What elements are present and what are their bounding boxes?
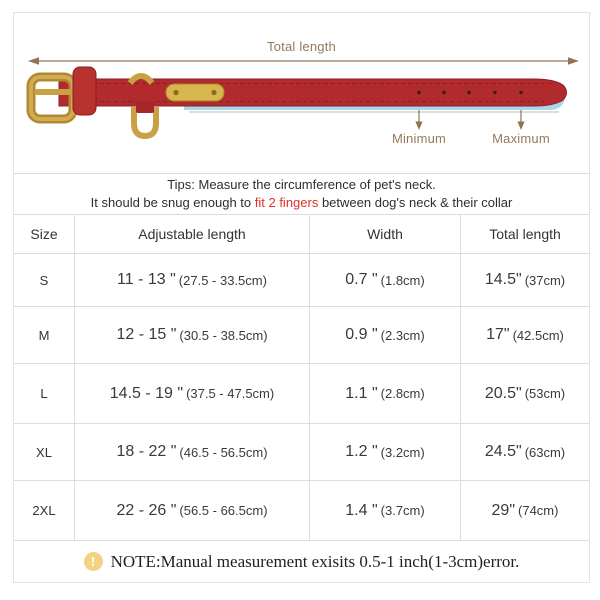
table-header-row: Size Adjustable length Width Total lengt… bbox=[14, 214, 589, 253]
header-total-length: Total length bbox=[460, 215, 589, 253]
total-cell: 29" (74cm) bbox=[460, 481, 589, 540]
adjustable-cell: 11 - 13 " (27.5 - 33.5cm) bbox=[74, 254, 309, 306]
width-cell: 1.1 " (2.8cm) bbox=[309, 364, 460, 423]
warning-icon: ! bbox=[83, 552, 103, 571]
table-row: L 14.5 - 19 " (37.5 - 47.5cm) 1.1 " (2.8cm… bbox=[14, 363, 589, 423]
min-max-arrows bbox=[418, 110, 522, 123]
size-cell: S bbox=[39, 272, 49, 288]
tips-highlight: fit 2 fingers bbox=[254, 195, 319, 210]
adjustable-cell: 22 - 26 " (56.5 - 66.5cm) bbox=[74, 481, 309, 540]
measurement-note: ! NOTE:Manual measurement exisits 0.5-1 … bbox=[14, 540, 589, 582]
width-cell: 1.4 " (3.7cm) bbox=[309, 481, 460, 540]
width-cell: 1.2 " (3.2cm) bbox=[309, 424, 460, 480]
d-ring-icon bbox=[127, 73, 159, 140]
width-cell: 0.7 " (1.8cm) bbox=[309, 254, 460, 306]
adjustable-cell: 12 - 15 " (30.5 - 38.5cm) bbox=[74, 307, 309, 363]
maximum-label: Maximum bbox=[492, 131, 550, 146]
tips-line2: It should be snug enough to fit 2 finger… bbox=[90, 195, 513, 210]
tips-text: Tips: Measure the circumference of pet's… bbox=[14, 173, 589, 214]
keeper-loop bbox=[72, 66, 97, 116]
minimum-label: Minimum bbox=[391, 131, 447, 146]
total-cell: 17" (42.5cm) bbox=[460, 307, 589, 363]
name-plate bbox=[165, 83, 225, 102]
table-row: 2XL 22 - 26 " (56.5 - 66.5cm) 1.4 " (3.7cm… bbox=[14, 480, 589, 540]
header-width: Width bbox=[309, 215, 460, 253]
total-cell: 20.5" (53cm) bbox=[460, 364, 589, 423]
size-chart-sheet: Total length Minimum Maximum Tips: Measu… bbox=[13, 12, 590, 583]
total-cell: 14.5" (37cm) bbox=[460, 254, 589, 306]
table-row: XL 18 - 22 " (46.5 - 56.5cm) 1.2 " (3.2cm)… bbox=[14, 423, 589, 480]
adjustable-cell: 18 - 22 " (46.5 - 56.5cm) bbox=[74, 424, 309, 480]
collar-illustration: Total length Minimum Maximum bbox=[14, 13, 589, 173]
size-cell: M bbox=[38, 327, 50, 343]
total-cell: 24.5" (63cm) bbox=[460, 424, 589, 480]
tips-line1: Tips: Measure the circumference of pet's… bbox=[167, 177, 436, 192]
table-row: M 12 - 15 " (30.5 - 38.5cm) 0.9 " (2.3cm) … bbox=[14, 306, 589, 363]
size-cell: L bbox=[40, 386, 48, 401]
size-cell: 2XL bbox=[32, 503, 56, 518]
adjustment-holes bbox=[417, 90, 523, 95]
note-text: NOTE:Manual measurement exisits 0.5-1 in… bbox=[110, 551, 520, 571]
table-row: S 11 - 13 " (27.5 - 33.5cm) 0.7 " (1.8cm) … bbox=[14, 253, 589, 306]
collar-drawing bbox=[26, 57, 579, 140]
total-length-label: Total length bbox=[267, 39, 336, 54]
header-size: Size bbox=[30, 226, 58, 242]
header-adjustable-length: Adjustable length bbox=[74, 215, 309, 253]
adjustable-cell: 14.5 - 19 " (37.5 - 47.5cm) bbox=[74, 364, 309, 423]
d-ring-tab bbox=[136, 101, 154, 113]
width-cell: 0.9 " (2.3cm) bbox=[309, 307, 460, 363]
total-length-arrow bbox=[28, 57, 579, 65]
size-cell: XL bbox=[36, 444, 52, 460]
